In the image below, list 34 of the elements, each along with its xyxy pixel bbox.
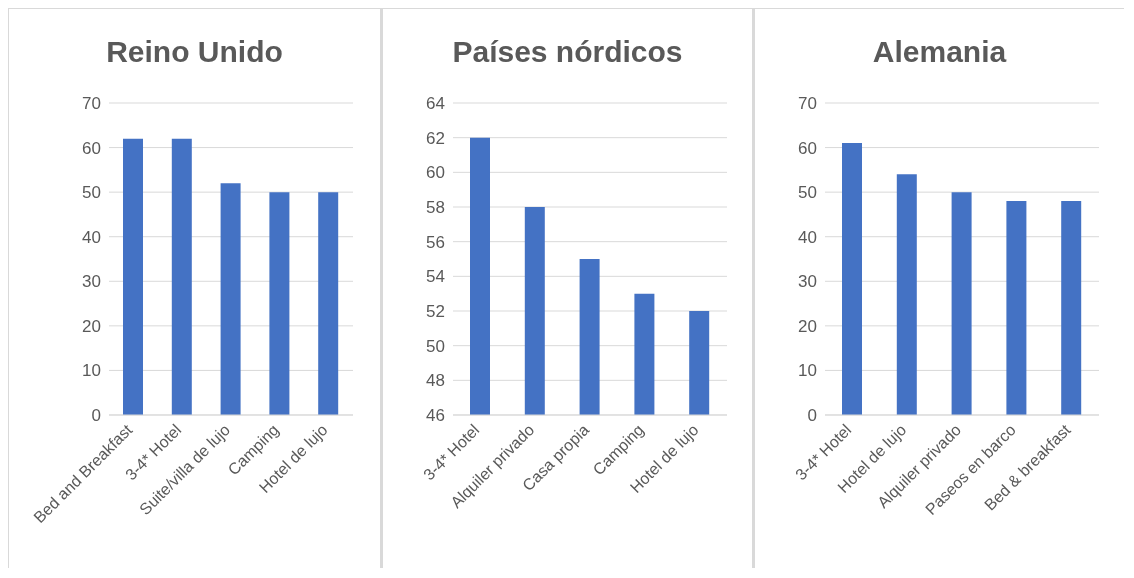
bar (896, 174, 917, 415)
chart-title: Países nórdicos (451, 35, 684, 70)
y-tick-label: 10 (82, 361, 101, 381)
y-tick-label: 58 (426, 198, 445, 218)
y-tick-label: 70 (82, 94, 101, 114)
bar (1061, 201, 1082, 415)
y-tick-label: 20 (798, 316, 817, 336)
y-tick-label: 10 (798, 361, 817, 381)
y-tick-label: 40 (798, 227, 817, 247)
y-tick-label: 60 (426, 163, 445, 183)
bar (951, 192, 972, 415)
y-tick-label: 54 (426, 267, 445, 287)
y-tick-label: 52 (426, 302, 445, 322)
y-tick-label: 70 (798, 94, 817, 114)
y-tick-label: 60 (798, 138, 817, 158)
y-tick-label: 20 (82, 316, 101, 336)
y-tick-label: 0 (807, 406, 817, 426)
y-tick-label: 30 (82, 272, 101, 292)
y-tick-label: 62 (426, 128, 445, 148)
y-tick-label: 46 (426, 406, 445, 426)
chart-title: Reino Unido (105, 35, 284, 70)
y-tick-label: 64 (426, 94, 445, 114)
y-tick-label: 60 (82, 138, 101, 158)
y-tick-label: 40 (82, 227, 101, 247)
y-tick-label: 0 (91, 406, 101, 426)
chart-title: Alemania (871, 35, 1008, 70)
y-tick-label: 30 (798, 272, 817, 292)
y-tick-label: 48 (426, 371, 445, 391)
y-tick-label: 50 (798, 183, 817, 203)
y-tick-label: 50 (82, 183, 101, 203)
bar (1006, 201, 1027, 415)
y-tick-label: 56 (426, 232, 445, 252)
y-tick-label: 50 (426, 336, 445, 356)
bar (842, 143, 862, 415)
